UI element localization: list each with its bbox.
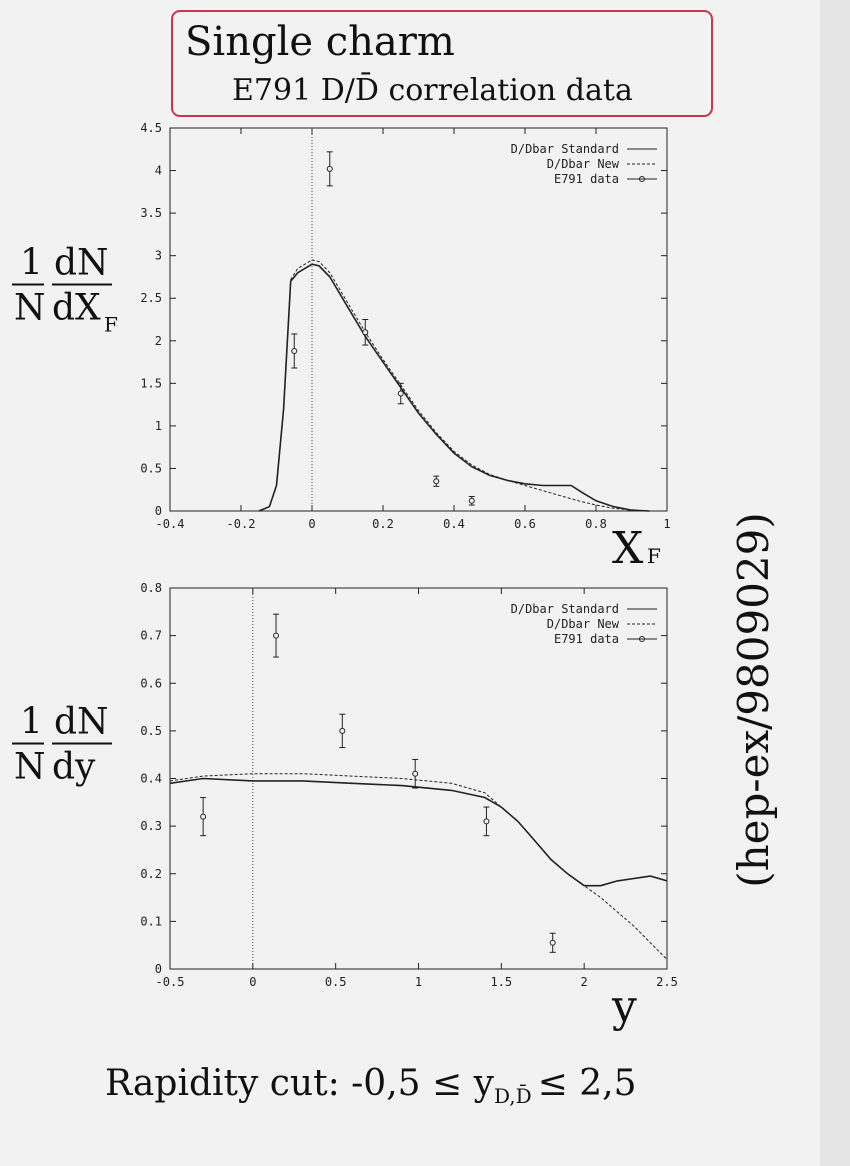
footer-sub: D,D̄ (494, 1083, 532, 1108)
y-label: N (14, 288, 46, 329)
x-label: X (612, 523, 644, 574)
y-tick-label: 0.7 (140, 629, 162, 643)
subtitle: E791 D/D̄ correlation data (232, 72, 633, 108)
x-tick-label: 1 (663, 517, 670, 531)
y-tick-label: 4.5 (140, 121, 162, 135)
title: Single charm (185, 19, 455, 65)
data-point (362, 329, 369, 336)
legend-key (639, 176, 645, 182)
x-tick-label: 2 (581, 975, 588, 989)
side-note: (hep-ex/9809029) (729, 512, 778, 888)
data-point (468, 497, 475, 504)
y-label: 1 (20, 702, 43, 743)
y-tick-label: 2.5 (140, 291, 162, 305)
x-tick-label: -0.5 (156, 975, 185, 989)
data-point (339, 727, 346, 734)
data-point (412, 770, 419, 777)
legend-label: E791 data (554, 172, 619, 186)
x-tick-label: 0.6 (514, 517, 536, 531)
data-point (200, 813, 207, 820)
data-point (273, 632, 280, 639)
x-tick-label: 0.4 (443, 517, 465, 531)
y-label: dX (52, 288, 101, 329)
x-tick-label: 0.5 (325, 975, 347, 989)
x-tick-label: -0.2 (227, 517, 256, 531)
y-tick-label: 0.1 (140, 914, 162, 928)
y-tick-label: 0 (155, 962, 162, 976)
y-label-sub: F (104, 313, 118, 337)
title-box (171, 10, 713, 117)
y-label: dN (54, 243, 109, 284)
y-label: N (14, 747, 46, 788)
legend-key (639, 636, 645, 642)
legend-label: D/Dbar New (547, 157, 620, 171)
x-tick-label: 2.5 (656, 975, 678, 989)
y-tick-label: 0 (155, 504, 162, 518)
y-tick-label: 0.2 (140, 867, 162, 881)
footer-text: Rapidity cut: -0,5 ≤ y (105, 1063, 495, 1104)
data-point (433, 478, 440, 485)
x-tick-label: 1.5 (490, 975, 512, 989)
series-line (169, 773, 668, 960)
y-label: dN (54, 702, 109, 743)
data-point (326, 165, 333, 172)
y-label: dy (52, 747, 96, 788)
y-tick-label: 4 (155, 164, 162, 178)
x-label: y (611, 981, 637, 1032)
y-tick-label: 2 (155, 334, 162, 348)
y-tick-label: 0.6 (140, 676, 162, 690)
legend-label: D/Dbar Standard (511, 142, 619, 156)
x-tick-label: -0.4 (156, 517, 185, 531)
plot-frame (169, 127, 668, 512)
y-tick-label: 0.5 (140, 724, 162, 738)
data-point (397, 390, 404, 397)
y-tick-label: 3 (155, 249, 162, 263)
y-tick-label: 1.5 (140, 376, 162, 390)
x-tick-label: 1 (415, 975, 422, 989)
legend-label: D/Dbar Standard (511, 602, 619, 616)
series-line (258, 259, 650, 512)
y-tick-label: 3.5 (140, 206, 162, 220)
y-tick-label: 0.8 (140, 581, 162, 595)
paper (0, 0, 820, 1166)
data-point (291, 347, 298, 354)
y-tick-label: 0.5 (140, 461, 162, 475)
y-tick-label: 0.3 (140, 819, 162, 833)
y-label: 1 (20, 243, 43, 284)
data-point (549, 939, 556, 946)
x-tick-label: 0 (249, 975, 256, 989)
x-tick-label: 0 (308, 517, 315, 531)
data-point (483, 818, 490, 825)
y-tick-label: 0.4 (140, 772, 162, 786)
legend-label: D/Dbar New (547, 617, 620, 631)
legend-label: E791 data (554, 632, 619, 646)
x-label-sub: F (647, 544, 661, 568)
series-line (258, 263, 650, 512)
footer-tail: ≤ 2,5 (538, 1063, 637, 1104)
footer: Rapidity cut: -0,5 ≤ yD,D̄ ≤ 2,5 (105, 1063, 637, 1108)
y-tick-label: 1 (155, 419, 162, 433)
x-tick-label: 0.8 (585, 517, 607, 531)
x-tick-label: 0.2 (372, 517, 394, 531)
